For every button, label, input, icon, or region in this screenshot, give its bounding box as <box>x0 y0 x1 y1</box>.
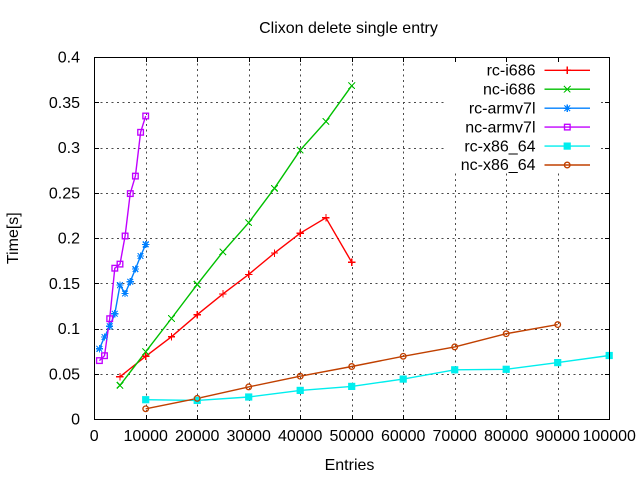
svg-text:90000: 90000 <box>535 428 580 445</box>
svg-text:0.35: 0.35 <box>49 95 80 112</box>
svg-text:50000: 50000 <box>329 428 374 445</box>
svg-text:0.2: 0.2 <box>58 231 80 248</box>
svg-text:0.05: 0.05 <box>49 366 80 383</box>
svg-text:60000: 60000 <box>381 428 426 445</box>
svg-text:Clixon delete single entry: Clixon delete single entry <box>259 20 438 37</box>
svg-text:30000: 30000 <box>226 428 271 445</box>
svg-text:20000: 20000 <box>175 428 220 445</box>
svg-text:nc-i686: nc-i686 <box>483 81 536 98</box>
svg-text:0.4: 0.4 <box>58 50 80 67</box>
svg-text:0.3: 0.3 <box>58 140 80 157</box>
svg-text:Time[s]: Time[s] <box>5 212 22 264</box>
svg-text:80000: 80000 <box>484 428 529 445</box>
svg-text:0: 0 <box>90 428 99 445</box>
svg-text:70000: 70000 <box>432 428 477 445</box>
svg-text:0.15: 0.15 <box>49 276 80 293</box>
svg-text:Entries: Entries <box>325 457 375 474</box>
svg-text:40000: 40000 <box>278 428 323 445</box>
svg-text:nc-armv7l: nc-armv7l <box>465 119 535 136</box>
svg-text:0.1: 0.1 <box>58 321 80 338</box>
svg-text:rc-i686: rc-i686 <box>487 63 536 80</box>
svg-text:nc-x86_64: nc-x86_64 <box>461 157 536 174</box>
svg-text:100000: 100000 <box>583 428 636 445</box>
svg-text:0: 0 <box>71 412 80 429</box>
svg-text:rc-armv7l: rc-armv7l <box>469 100 536 117</box>
svg-text:0.25: 0.25 <box>49 185 80 202</box>
svg-text:10000: 10000 <box>123 428 168 445</box>
svg-text:rc-x86_64: rc-x86_64 <box>464 138 535 155</box>
